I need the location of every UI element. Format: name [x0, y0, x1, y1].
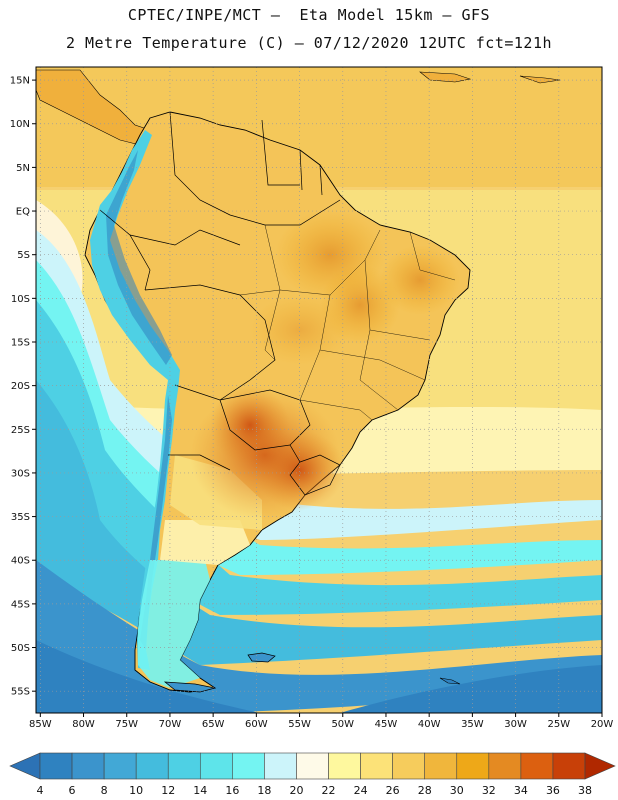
lon-tick-label: 70W [159, 719, 182, 730]
title-line-1: CPTEC/INPE/MCT – Eta Model 15km – GFS [127, 6, 491, 24]
lon-tick-label: 40W [418, 719, 441, 730]
colorbar-swatch [328, 752, 361, 780]
lat-tick-label: 40S [11, 556, 30, 567]
lon-tick-label: 45W [375, 719, 398, 730]
colorbar-swatch [199, 752, 233, 780]
lon-tick-label: 65W [202, 719, 225, 730]
colorbar-swatch [552, 752, 586, 780]
lat-tick-label: 10S [11, 294, 30, 305]
colorbar-label: 18 [257, 784, 271, 797]
colorbar-label: 24 [354, 784, 368, 797]
lat-tick-label: EQ [16, 207, 30, 218]
lat-tick-label: 35S [11, 512, 30, 523]
lon-tick-label: 50W [331, 719, 354, 730]
colorbar-swatch [71, 752, 105, 780]
lat-tick-label: 30S [11, 468, 30, 479]
state-borders [239, 224, 456, 421]
map-field [36, 67, 602, 713]
colorbar: 4 6 8 10 12 14 16 18 20 22 24 26 28 30 32 34 36 38 [9, 752, 616, 797]
colorbar-swatch [296, 752, 329, 780]
colorbar-swatch [167, 752, 201, 780]
lat-tick-label: 50S [11, 643, 30, 654]
colorbar-label: 38 [578, 784, 592, 797]
colorbar-label: 6 [69, 784, 76, 797]
colorbar-label: 14 [193, 784, 207, 797]
colorbar-label: 22 [322, 784, 336, 797]
colorbar-label: 36 [546, 784, 560, 797]
lon-tick-label: 60W [245, 719, 268, 730]
colorbar-swatch [39, 752, 73, 780]
colorbar-swatch [424, 752, 458, 780]
lat-tick-label: 55S [11, 687, 30, 698]
lon-tick-label: 35W [461, 719, 484, 730]
lon-tick-label: 25W [547, 719, 570, 730]
colorbar-swatch [520, 752, 554, 780]
lon-tick-label: 75W [115, 719, 138, 730]
colorbar-label: 34 [514, 784, 528, 797]
lat-tick-label: 5S [17, 250, 30, 261]
colorbar-label: 26 [386, 784, 400, 797]
lon-tick-label: 30W [504, 719, 527, 730]
colorbar-swatch [103, 752, 137, 780]
colorbar-swatch [360, 752, 393, 780]
colorbar-label: 28 [418, 784, 432, 797]
lon-tick-label: 80W [72, 719, 95, 730]
lat-tick-label: 20S [11, 381, 30, 392]
colorbar-label: 32 [482, 784, 496, 797]
lon-tick-label: 85W [29, 719, 52, 730]
colorbar-high-extension [584, 752, 616, 780]
colorbar-label: 16 [225, 784, 239, 797]
longitude-axis: 85W 80W 75W 70W 65W 60W 55W 50W 45W 40W 35W 30W 25W 2… [29, 713, 613, 730]
lat-tick-label: 25S [11, 425, 30, 436]
lat-tick-label: 10N [10, 119, 30, 130]
colorbar-label: 8 [101, 784, 108, 797]
colorbar-label: 12 [161, 784, 175, 797]
latitude-axis: 15N 10N 5N EQ 5S 10S 15S 20S 25S 30S 35S 40S 45S 50S 5… [10, 76, 36, 698]
colorbar-swatch [392, 752, 426, 780]
colorbar-low-extension [9, 752, 41, 780]
title-line-2: 2 Metre Temperature (C) – 07/12/2020 12U… [65, 34, 553, 52]
lat-tick-label: 45S [11, 599, 30, 610]
lat-tick-label: 5N [16, 163, 30, 174]
country-borders [99, 111, 341, 496]
map-frame [35, 66, 603, 714]
lon-tick-label: 20W [591, 719, 614, 730]
colorbar-swatch [456, 752, 490, 780]
lat-tick-label: 15S [11, 337, 30, 348]
colorbar-swatch [264, 752, 297, 780]
colorbar-label: 4 [37, 784, 44, 797]
colorbar-swatch [135, 752, 169, 780]
lon-tick-label: 55W [288, 719, 311, 730]
colorbar-swatch [232, 752, 265, 780]
colorbar-swatch [488, 752, 522, 780]
lat-tick-label: 15N [10, 76, 30, 87]
colorbar-label: 20 [289, 784, 303, 797]
colorbar-label: 30 [450, 784, 464, 797]
colorbar-label: 10 [129, 784, 143, 797]
